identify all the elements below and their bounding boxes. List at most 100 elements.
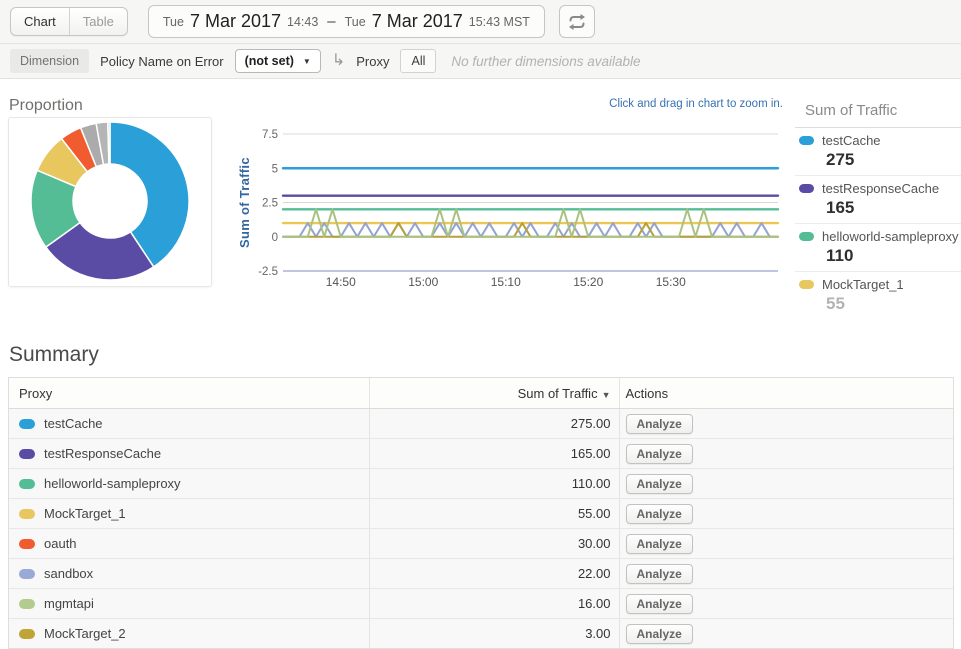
start-date: 7 Mar 2017 [189, 11, 282, 31]
toolbar: Chart Table Tue 7 Mar 2017 14:43 – Tue 7… [0, 0, 961, 44]
donut-slice-MockTarget_2 [107, 121, 111, 165]
column-header-actions: Actions [619, 378, 953, 409]
table-row: testResponseCache 165.00 Analyze [9, 438, 953, 469]
legend-panel: Sum of Traffic testCache 275 testResponseC… [795, 97, 961, 319]
legend-item-header: helloworld-sampleproxy [799, 229, 961, 244]
actions-cell: Analyze [619, 408, 953, 439]
table-row: sandbox 22.00 Analyze [9, 558, 953, 589]
analyze-button[interactable]: Analyze [625, 473, 693, 494]
proportion-donut-card [8, 117, 212, 287]
analyze-button[interactable]: Analyze [625, 503, 693, 524]
legend-item-name: helloworld-sampleproxy [822, 229, 959, 244]
summary-table-wrap: Proxy Sum of Traffic ▼ Actions testCache 2… [8, 377, 954, 649]
series-swatch [19, 419, 35, 429]
legend-item-name: MockTarget_1 [822, 277, 904, 292]
actions-cell: Analyze [619, 558, 953, 589]
legend-item-value: 165 [826, 198, 855, 217]
analyze-button[interactable]: Analyze [625, 533, 693, 554]
traffic-line-chart[interactable]: 7.5 5 2.5 0 -2.5 14:50 15:00 15:10 15:20 15:30 [250, 116, 790, 292]
x-tick-label: 15:30 [656, 275, 686, 289]
legend-item-header: testResponseCache [799, 181, 961, 196]
column-header-proxy: Proxy [9, 378, 370, 409]
legend-item-value: 275 [826, 150, 855, 169]
proxy-name: MockTarget_2 [44, 626, 126, 641]
proxy-name-cell: testResponseCache [9, 438, 370, 469]
table-tab[interactable]: Table [68, 8, 127, 35]
start-day: Tue [162, 14, 184, 29]
x-tick-label: 15:00 [408, 275, 438, 289]
column-header-sum-of-traffic[interactable]: Sum of Traffic ▼ [369, 378, 620, 409]
end-time: 15:43 MST [468, 14, 530, 29]
column-header-actions-label: Actions [625, 385, 669, 401]
policy-dimension-label: Policy Name on Error [100, 53, 224, 69]
proxy-name: mgmtapi [44, 596, 94, 611]
date-range-separator: – [327, 13, 336, 30]
legend-items: testCache 275 testResponseCache 165 hellowor… [795, 128, 961, 319]
actions-cell: Analyze [619, 468, 953, 499]
table-header-row: Proxy Sum of Traffic ▼ Actions [9, 378, 953, 409]
proxy-name-cell: MockTarget_2 [9, 618, 370, 648]
actions-cell: Analyze [619, 588, 953, 619]
analyze-button[interactable]: Analyze [625, 563, 693, 584]
proportion-donut-chart[interactable] [9, 118, 209, 284]
column-header-sum-label: Sum of Traffic [517, 385, 598, 401]
analyze-button[interactable]: Analyze [625, 413, 693, 434]
summary-title: Summary [9, 343, 99, 366]
donut-slice-testResponseCache [44, 221, 155, 281]
analyze-button[interactable]: Analyze [625, 623, 693, 644]
x-tick-label: 15:10 [491, 275, 521, 289]
series-swatch [19, 479, 35, 489]
legend-item-name: testResponseCache [822, 181, 940, 196]
date-range-button[interactable]: Tue 7 Mar 2017 14:43 – Tue 7 Mar 2017 15… [147, 5, 545, 38]
table-row: MockTarget_1 55.00 Analyze [9, 498, 953, 529]
proxy-filter-all-button[interactable]: All [400, 49, 437, 73]
legend-item-header: testCache [799, 133, 961, 148]
sum-of-traffic-cell: 30.00 [369, 528, 620, 559]
end-day: Tue [344, 14, 366, 29]
y-tick-label: 7.5 [262, 129, 278, 141]
actions-cell: Analyze [619, 618, 953, 648]
series-swatch [799, 184, 814, 193]
policy-value: (not set) [244, 54, 294, 68]
zoom-hint: Click and drag in chart to zoom in. [609, 98, 783, 110]
sum-of-traffic-cell: 55.00 [369, 498, 620, 529]
refresh-button[interactable] [558, 5, 595, 38]
dimension-label: Dimension [10, 49, 90, 73]
column-header-proxy-label: Proxy [19, 385, 53, 401]
legend-item: MockTarget_1 55 [795, 272, 961, 319]
series-swatch [19, 599, 35, 609]
analyze-button[interactable]: Analyze [625, 443, 693, 464]
series-line-mgmtapi [282, 208, 779, 238]
table-row: MockTarget_2 3.00 Analyze [9, 618, 953, 648]
proxy-dimension-label: Proxy [356, 53, 390, 69]
series-swatch [799, 280, 814, 289]
policy-value-dropdown[interactable]: (not set) ▼ [234, 49, 321, 73]
x-tick-label: 14:50 [326, 275, 356, 289]
start-time: 14:43 [287, 14, 319, 29]
table-row: oauth 30.00 Analyze [9, 528, 953, 559]
dimension-bar: Dimension Policy Name on Error (not set)… [0, 44, 961, 79]
sum-of-traffic-cell: 22.00 [369, 558, 620, 589]
legend-item: testCache 275 [795, 128, 961, 176]
series-swatch [19, 509, 35, 519]
legend-item-value: 55 [826, 294, 845, 313]
sum-of-traffic-cell: 165.00 [369, 438, 620, 469]
sum-of-traffic-cell: 275.00 [369, 408, 620, 439]
proxy-name-cell: sandbox [9, 558, 370, 589]
series-swatch [19, 449, 35, 459]
chart-tab[interactable]: Chart [11, 8, 69, 35]
drilldown-arrow-icon: ↳ [331, 52, 346, 69]
series-swatch [19, 569, 35, 579]
proportion-title: Proportion [9, 97, 83, 114]
analyze-button[interactable]: Analyze [625, 593, 693, 614]
actions-cell: Analyze [619, 528, 953, 559]
proxy-name-cell: MockTarget_1 [9, 498, 370, 529]
proxy-name: MockTarget_1 [44, 506, 126, 521]
refresh-icon [568, 13, 585, 30]
donut-slice-testCache [109, 121, 190, 268]
table-row: testCache 275.00 Analyze [9, 408, 953, 439]
y-tick-label: 5 [272, 163, 278, 175]
sum-of-traffic-cell: 3.00 [369, 618, 620, 648]
end-date: 7 Mar 2017 [371, 11, 463, 31]
proxy-name: sandbox [44, 566, 94, 581]
